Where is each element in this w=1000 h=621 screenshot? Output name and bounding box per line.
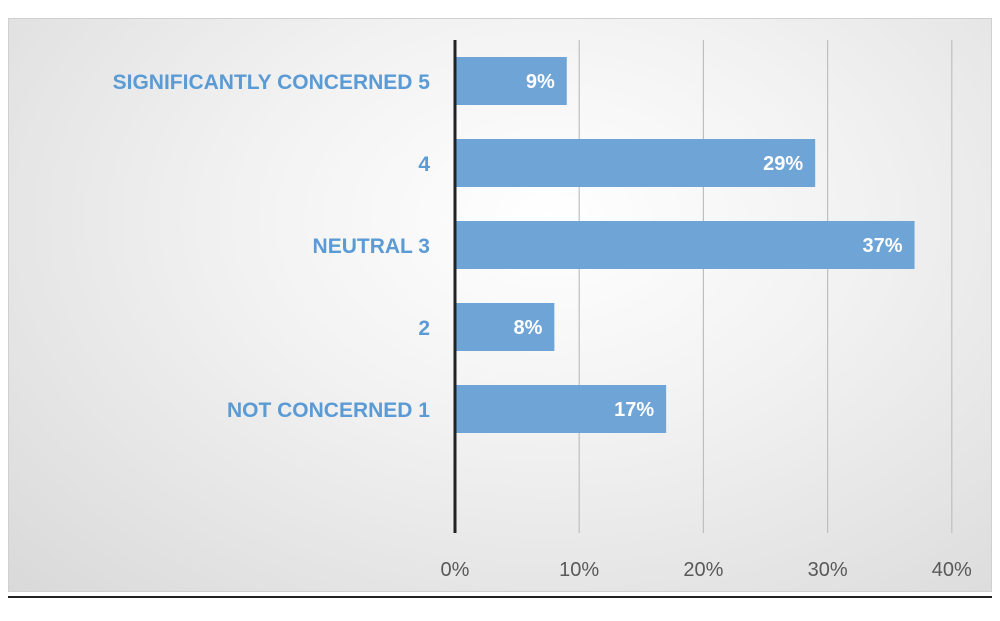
data-label-3: 37% (863, 235, 903, 257)
category-label-2: 4 (418, 153, 430, 176)
category-label-3: NEUTRAL 3 (313, 235, 430, 258)
x-tick-label-0: 0% (441, 559, 470, 581)
data-label-2: 29% (763, 153, 803, 175)
bottom-rule (8, 596, 992, 598)
bar-1 (455, 57, 567, 105)
category-label-1: SIGNIFICANTLY CONCERNED 5 (113, 71, 431, 94)
bar-3 (455, 221, 915, 269)
data-label-4: 8% (513, 317, 542, 339)
x-tick-label-2: 20% (683, 559, 723, 581)
category-labels: SIGNIFICANTLY CONCERNED 5 4 NEUTRAL 3 2 NOT … (113, 71, 431, 422)
bar-4 (455, 303, 555, 351)
bars: 9% 29% 37% 8% 17% (455, 57, 915, 433)
category-label-5: NOT CONCERNED 1 (227, 399, 430, 422)
gridlines (578, 40, 953, 533)
data-label-1: 9% (526, 71, 555, 93)
bar-5 (455, 385, 667, 433)
bar-2 (455, 139, 816, 187)
x-tick-labels: 0% 10% 20% 30% 40% (441, 559, 972, 581)
x-tick-label-4: 40% (932, 559, 972, 581)
data-label-5: 17% (614, 399, 654, 421)
x-tick-label-1: 10% (559, 559, 599, 581)
x-tick-label-3: 30% (808, 559, 848, 581)
category-label-4: 2 (418, 317, 430, 340)
